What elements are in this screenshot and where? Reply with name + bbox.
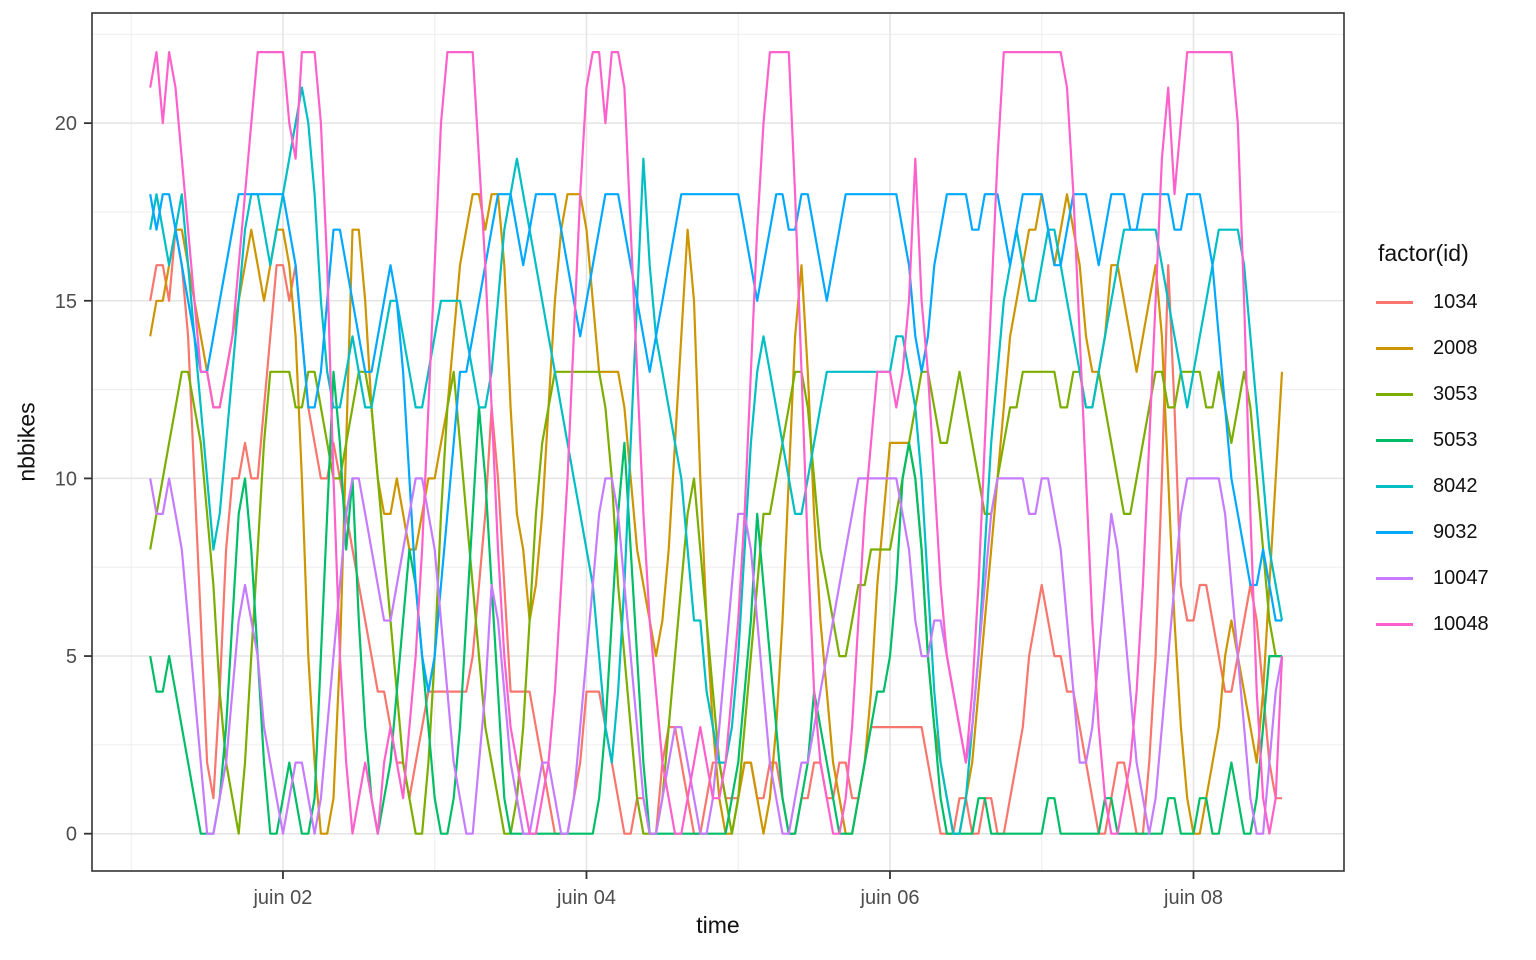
- legend-label: 10047: [1433, 566, 1489, 589]
- y-axis-title: nbbikes: [13, 402, 40, 482]
- x-tick-label: juin 08: [1163, 887, 1223, 909]
- legend-item-9032: 9032: [1376, 509, 1489, 555]
- legend-key-line-10048: [1376, 622, 1413, 626]
- legend-key-line-9032: [1376, 530, 1413, 534]
- legend-items: 1034 2008 3053 5053 8042 9032 10047 10048: [1376, 279, 1489, 647]
- legend-key-line-5053: [1376, 438, 1413, 442]
- legend-item-10047: 10047: [1376, 555, 1489, 601]
- legend-item-10048: 10048: [1376, 601, 1489, 647]
- legend-item-2008: 2008: [1376, 325, 1489, 371]
- legend-label: 3053: [1433, 382, 1478, 405]
- legend: factor(id) 1034 2008 3053 5053 8042 9032 10047…: [1376, 240, 1489, 647]
- series-line-9032: [149, 193, 1282, 693]
- series-line-5053: [149, 370, 1282, 835]
- y-tick-label: 5: [66, 646, 77, 668]
- legend-label: 10048: [1433, 612, 1489, 635]
- legend-key-line-10047: [1376, 576, 1413, 580]
- legend-key-line-2008: [1376, 346, 1413, 350]
- series-line-8042: [149, 86, 1284, 835]
- legend-label: 9032: [1433, 520, 1478, 543]
- y-tick-label: 0: [66, 824, 77, 846]
- legend-key-line-1034: [1376, 300, 1413, 304]
- y-tick-label: 15: [55, 291, 77, 313]
- y-tick-label: 10: [55, 468, 77, 490]
- legend-label: 2008: [1433, 336, 1478, 359]
- x-tick-label: juin 02: [252, 887, 312, 909]
- legend-key-line-8042: [1376, 484, 1413, 488]
- panel-border: [91, 12, 1345, 872]
- legend-item-8042: 8042: [1376, 463, 1489, 509]
- legend-item-5053: 5053: [1376, 417, 1489, 463]
- legend-key-line-3053: [1376, 392, 1413, 396]
- legend-label: 1034: [1433, 290, 1478, 313]
- legend-item-3053: 3053: [1376, 371, 1489, 417]
- series-line-10048: [149, 50, 1284, 835]
- legend-item-1034: 1034: [1376, 279, 1489, 325]
- x-axis-title: time: [696, 912, 740, 938]
- legend-label: 8042: [1433, 474, 1478, 497]
- legend-title: factor(id): [1378, 240, 1469, 266]
- legend-label: 5053: [1433, 428, 1478, 451]
- y-tick-label: 20: [55, 113, 77, 135]
- x-tick-label: juin 06: [860, 887, 920, 909]
- x-tick-label: juin 04: [556, 887, 616, 909]
